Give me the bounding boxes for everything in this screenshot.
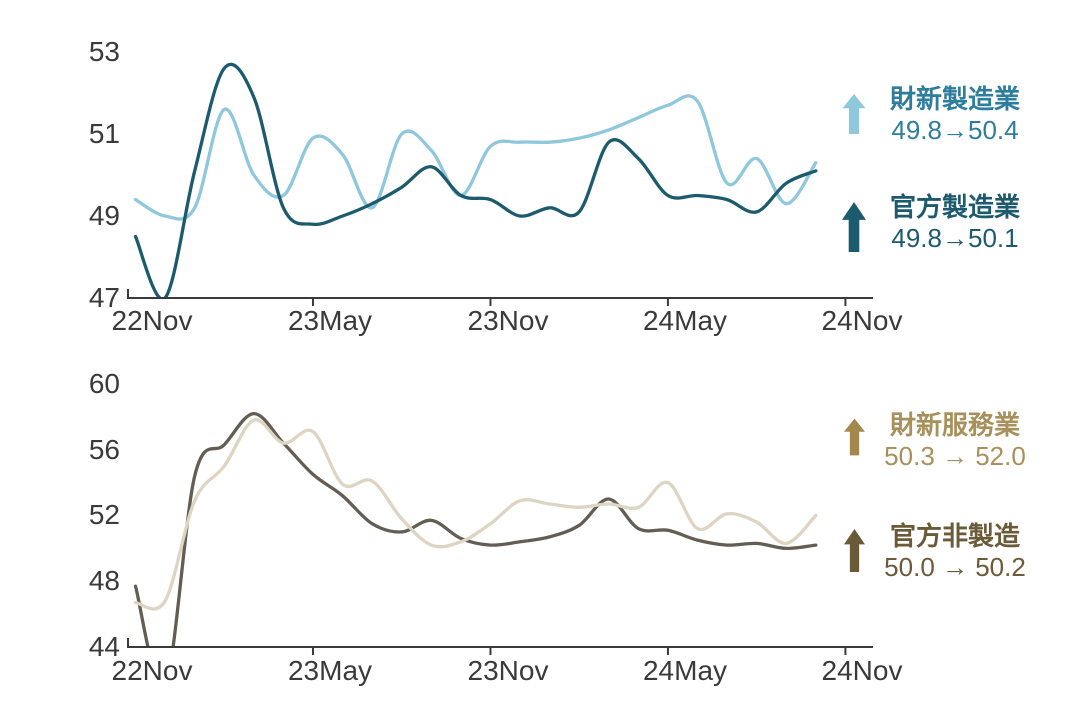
up-arrow-icon	[844, 529, 865, 572]
up-arrow-icon	[842, 202, 866, 252]
y-tick-label: 52	[88, 499, 120, 530]
legend-series-name: 官方製造業	[889, 192, 1020, 222]
y-tick-label: 49	[88, 200, 120, 231]
y-tick-label: 60	[88, 368, 120, 399]
y-tick-label: 47	[88, 282, 120, 313]
legend-official-manufacturing: 官方製造業 49.8→50.1	[840, 192, 1042, 254]
y-tick-label: 44	[88, 631, 120, 662]
x-tick-label: 24May	[642, 305, 728, 336]
y-tick-label: 48	[88, 565, 120, 596]
legend-change-values: 49.8→50.4	[891, 115, 1019, 145]
up-arrow-icon	[844, 418, 865, 456]
up-arrow-icon	[842, 94, 866, 134]
legend-official-nonmanufacturing: 官方非製造 50.0 → 50.2	[840, 521, 1042, 583]
legend-series-name: 財新製造業	[889, 84, 1020, 114]
legend-caixin-manufacturing: 財新製造業 49.8→50.4	[840, 84, 1042, 146]
series-line-official-manufacturing	[133, 62, 818, 298]
y-tick-label: 53	[88, 36, 120, 67]
y-tick-label: 56	[88, 434, 120, 465]
x-tick-label: 22Nov	[111, 655, 193, 686]
x-tick-label: 24May	[642, 655, 728, 686]
series-line-caixin-services	[133, 418, 818, 611]
x-tick-label: 22Nov	[111, 305, 193, 336]
x-tick-label: 23May	[287, 305, 373, 336]
x-tick-label: 23Nov	[467, 655, 549, 686]
x-tick-label: 23Nov	[467, 305, 549, 336]
series-line-official-nonmanufacturing	[133, 411, 818, 647]
x-tick-label: 23May	[287, 655, 373, 686]
legend-change-values: 50.0 → 50.2	[884, 552, 1026, 582]
legend-change-values: 49.8→50.1	[891, 223, 1019, 253]
x-tick-label: 24Nov	[821, 305, 903, 336]
series-line-caixin-manufacturing	[133, 94, 818, 221]
legend-series-name: 財新服務業	[889, 410, 1020, 440]
x-tick-label: 24Nov	[821, 655, 903, 686]
y-tick-label: 51	[88, 118, 120, 149]
legend-series-name: 官方非製造	[889, 521, 1020, 551]
legend-caixin-services: 財新服務業 50.3 → 52.0	[840, 410, 1042, 472]
legend-change-values: 50.3 → 52.0	[884, 441, 1026, 471]
